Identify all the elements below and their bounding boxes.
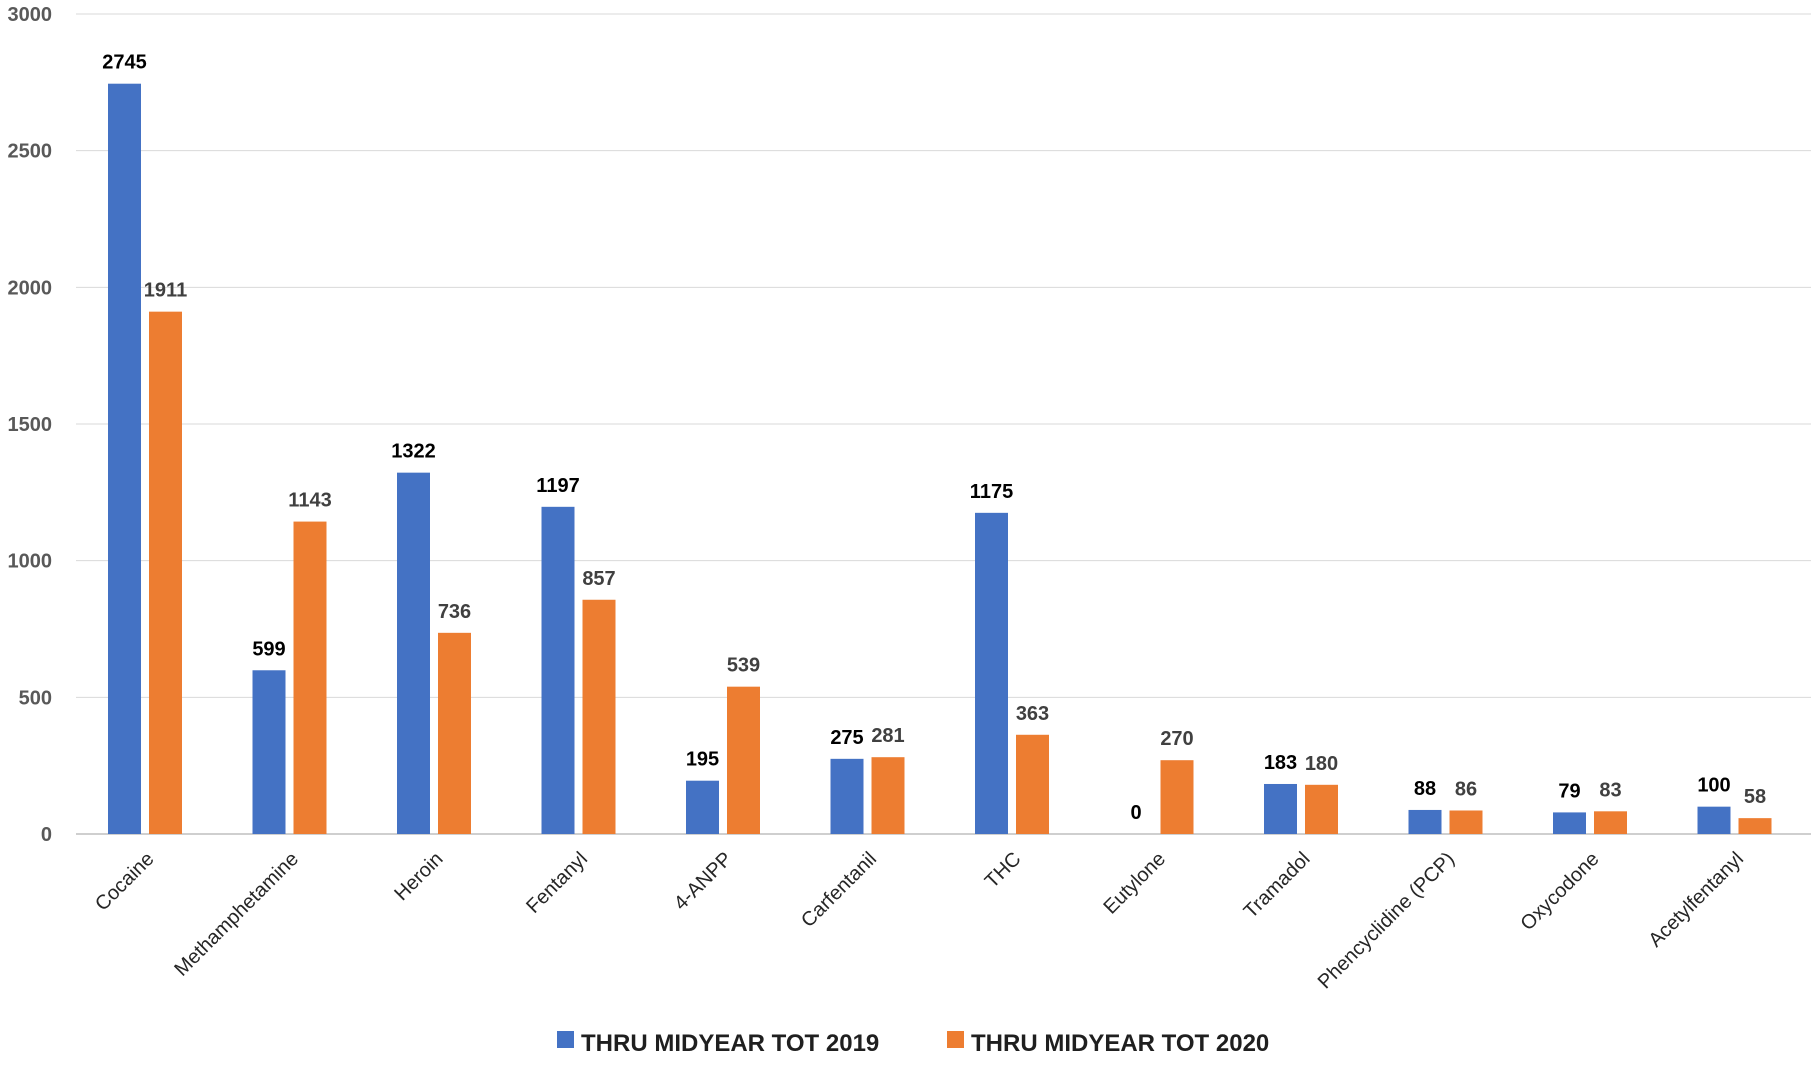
- bar: [727, 686, 760, 834]
- data-label: 1911: [144, 280, 187, 302]
- bar: [1449, 810, 1483, 834]
- legend: THRU MIDYEAR TOT 2019 THRU MIDYEAR TOT 20…: [557, 1030, 1269, 1057]
- data-label: 100: [1697, 775, 1730, 797]
- bar: [975, 512, 1008, 834]
- legend-swatch: [557, 1031, 574, 1048]
- bar: [1305, 784, 1338, 834]
- legend-swatch: [947, 1031, 964, 1048]
- bar: [541, 506, 575, 834]
- data-label: 79: [1558, 780, 1580, 802]
- bar: [1697, 806, 1731, 834]
- bar: [397, 472, 430, 834]
- category-label: Methamphetamine: [170, 848, 303, 981]
- bar: [871, 757, 905, 834]
- value-labels: 2745 1911 599 1143 1322 736 1197 857 195 539 275 28…: [102, 52, 1766, 824]
- bar: [293, 521, 327, 834]
- category-label: Eutylone: [1099, 848, 1170, 919]
- category-label: Carfentanil: [797, 848, 881, 932]
- data-label: 1197: [536, 475, 579, 497]
- y-tick-label: 1000: [8, 551, 53, 573]
- bar: [438, 632, 471, 834]
- bar: [1016, 734, 1049, 834]
- y-axis-ticks: 0 500 1000 1500 2000 2500 3000: [8, 4, 53, 846]
- data-label: 270: [1160, 728, 1193, 750]
- data-label: 1322: [391, 441, 436, 463]
- data-label: 183: [1264, 752, 1297, 774]
- bar: [1264, 783, 1297, 834]
- y-tick-label: 3000: [8, 4, 53, 26]
- category-label: 4-ANPP: [670, 848, 737, 915]
- bar: [1160, 760, 1194, 834]
- data-label: 275: [830, 727, 863, 749]
- category-label: Oxycodone: [1516, 848, 1603, 935]
- data-label: 0: [1130, 802, 1141, 824]
- y-tick-label: 2500: [8, 141, 53, 163]
- y-tick-label: 0: [41, 824, 52, 846]
- bar: [1594, 811, 1627, 834]
- category-label: Cocaine: [91, 848, 158, 915]
- data-label: 2745: [102, 52, 147, 74]
- data-label: 195: [686, 749, 719, 771]
- data-label: 363: [1016, 703, 1049, 725]
- bar: [149, 311, 182, 834]
- data-label: 180: [1305, 753, 1338, 775]
- legend-label: THRU MIDYEAR TOT 2019: [581, 1030, 879, 1057]
- bar: [1553, 812, 1586, 834]
- bar: [252, 670, 286, 834]
- bar: [1408, 809, 1442, 834]
- bars: [108, 83, 1772, 834]
- data-label: 539: [727, 655, 760, 677]
- bar: [830, 758, 864, 834]
- gridlines: [76, 13, 1811, 835]
- category-label: Acetylfentanyl: [1644, 848, 1748, 952]
- legend-label: THRU MIDYEAR TOT 2020: [971, 1030, 1269, 1057]
- data-label: 599: [252, 638, 285, 660]
- y-tick-label: 500: [19, 687, 52, 709]
- category-label: Phencyclidine (PCP): [1314, 848, 1459, 993]
- data-label: 58: [1744, 786, 1766, 808]
- category-label: Tramadol: [1240, 848, 1315, 923]
- data-label: 1143: [288, 490, 331, 512]
- data-label: 88: [1414, 778, 1436, 800]
- bar: [1738, 818, 1772, 834]
- data-label: 1175: [970, 481, 1013, 503]
- y-tick-label: 2000: [8, 277, 53, 299]
- data-label: 857: [582, 568, 615, 590]
- data-label: 83: [1599, 779, 1621, 801]
- bar: [582, 599, 616, 834]
- data-label: 86: [1455, 778, 1477, 800]
- category-label: Heroin: [390, 848, 447, 905]
- category-label: Fentanyl: [522, 848, 592, 918]
- bar: [108, 83, 141, 834]
- category-label: THC: [981, 848, 1026, 893]
- bar: [686, 780, 719, 834]
- y-tick-label: 1500: [8, 414, 53, 436]
- category-labels: Cocaine Methamphetamine Heroin Fentanyl 4-AN…: [91, 848, 1748, 993]
- data-label: 281: [871, 725, 904, 747]
- data-label: 736: [438, 601, 471, 623]
